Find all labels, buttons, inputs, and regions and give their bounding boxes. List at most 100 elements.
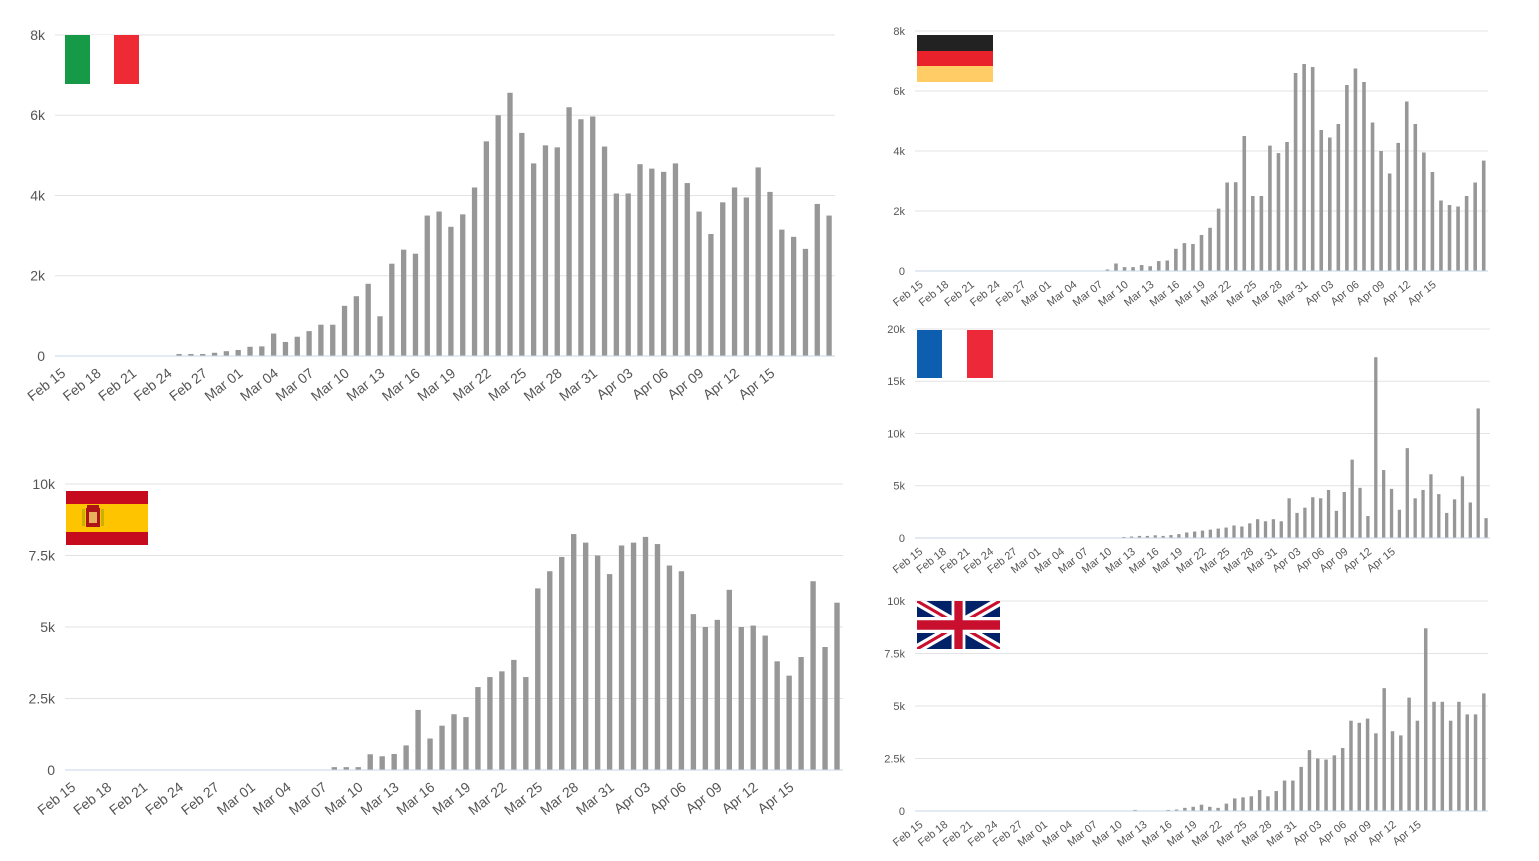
y-tick-label: 2.5k: [884, 753, 905, 765]
bar: [1482, 693, 1486, 811]
x-tick-label: Mar 22: [450, 365, 494, 405]
bar: [1248, 523, 1252, 538]
bar: [1421, 489, 1425, 538]
bar: [1457, 701, 1461, 811]
bar: [270, 333, 277, 356]
bar: [1326, 489, 1331, 538]
germany-flag-red: [917, 51, 993, 66]
bar: [1287, 498, 1291, 538]
bar: [415, 709, 421, 770]
bar: [578, 119, 584, 356]
bar: [306, 331, 312, 356]
bar: [1464, 196, 1469, 271]
bar: [590, 116, 596, 356]
x-tick-label: Apr 09: [664, 365, 707, 403]
bar: [294, 336, 300, 356]
bar: [702, 627, 709, 770]
italy-flag: [65, 35, 139, 84]
bar: [379, 756, 385, 770]
bar: [1105, 269, 1110, 271]
y-tick-label: 0: [47, 762, 55, 778]
bar: [672, 163, 679, 356]
bar: [786, 675, 792, 770]
y-tick-label: 0: [899, 806, 905, 818]
x-tick-label: Feb 24: [142, 779, 186, 819]
bar: [259, 346, 265, 356]
bar: [1266, 796, 1270, 811]
y-tick-label: 0: [37, 348, 45, 364]
bar: [247, 346, 253, 356]
bar: [779, 229, 785, 356]
bar: [1182, 243, 1187, 271]
chart-panel-spain: 0 2.5k 5k 7.5k 10k Feb 15 Feb 18 Feb 21 Feb 24 Fe…: [0, 470, 860, 860]
bar: [391, 753, 397, 770]
bar: [1405, 448, 1409, 538]
bar: [471, 187, 478, 356]
bar: [1423, 628, 1428, 811]
bar: [1362, 82, 1366, 271]
bar: [1137, 535, 1142, 538]
x-tick-label: Mar 13: [343, 365, 387, 405]
bar: [1131, 267, 1135, 271]
bar: [1240, 526, 1244, 538]
bar: [511, 659, 517, 770]
bar: [424, 215, 430, 356]
bar: [714, 619, 721, 770]
bar: [1439, 200, 1443, 271]
bar: [448, 226, 454, 356]
bar: [377, 316, 383, 356]
y-tick-label: 15k: [887, 376, 905, 388]
y-tick-label: 20k: [887, 324, 905, 336]
bar: [400, 249, 407, 356]
france-flag-white: [942, 330, 967, 378]
bar: [1122, 536, 1126, 538]
bar: [1224, 527, 1228, 538]
bar: [451, 714, 457, 770]
france-flag: [917, 330, 993, 378]
bar: [1122, 267, 1127, 271]
x-tick-label: Mar 04: [237, 365, 281, 405]
bar: [483, 141, 490, 356]
germany-flag: [917, 35, 993, 82]
bar: [1357, 722, 1362, 811]
bar: [188, 353, 194, 356]
y-tick-label: 0: [899, 533, 905, 545]
y-tick-label: 10k: [32, 476, 56, 492]
bar: [554, 147, 560, 356]
bar: [798, 657, 804, 770]
uk-flag: [917, 601, 1000, 649]
bar: [1153, 535, 1157, 538]
x-tick-label: Apr 12: [718, 779, 761, 817]
bar: [1445, 512, 1449, 538]
bar: [1139, 265, 1144, 271]
bar: [439, 725, 445, 770]
bar: [412, 253, 419, 356]
bar: [566, 107, 572, 356]
bar: [1216, 807, 1220, 811]
bar: [343, 767, 349, 770]
bar: [1282, 780, 1287, 811]
x-tick-label: Apr 15: [1391, 819, 1424, 848]
bar: [1432, 701, 1436, 811]
bar: [1241, 797, 1245, 811]
bar: [1208, 227, 1212, 271]
spain-coat-of-arms: [82, 505, 104, 527]
bar: [1271, 519, 1276, 538]
bar: [1169, 535, 1173, 538]
bar: [495, 115, 501, 356]
bar: [1148, 266, 1152, 271]
bar: [1293, 73, 1298, 271]
bar: [1208, 806, 1212, 811]
x-tick-label: Apr 03: [611, 779, 654, 817]
bar: [1161, 535, 1165, 538]
bar: [367, 754, 373, 770]
italy-flag-green: [65, 35, 90, 84]
x-tick-label: Mar 31: [556, 365, 600, 405]
bar: [1324, 759, 1328, 811]
bar: [696, 211, 702, 356]
bar: [1484, 518, 1488, 538]
bar: [1397, 509, 1402, 538]
bar: [1473, 714, 1478, 811]
bar: [1382, 688, 1386, 811]
bar: [826, 215, 832, 356]
